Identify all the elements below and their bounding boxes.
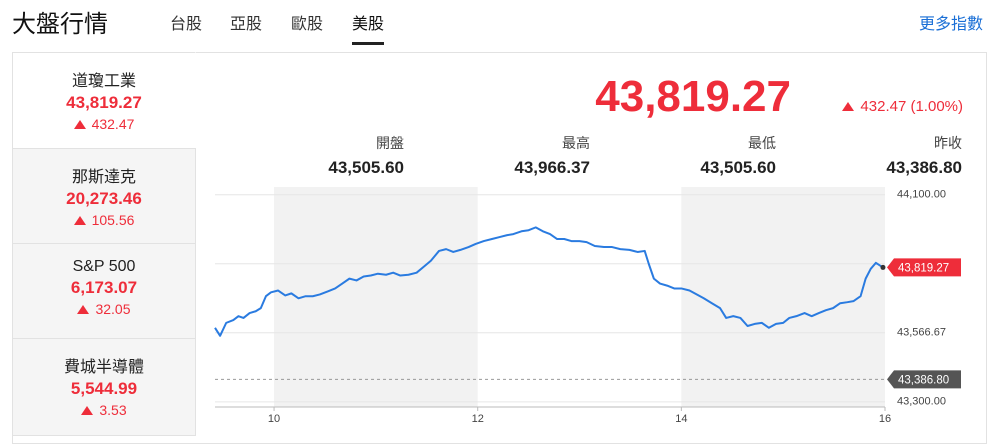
- tab[interactable]: 台股: [170, 16, 203, 33]
- up-icon: [81, 406, 94, 415]
- index-name: S&P 500: [72, 258, 136, 275]
- chart: 44,100.00 43,566.67 43,300.00 10 12 14 16 43,38…: [214, 187, 961, 425]
- current-price: 43,819.27: [595, 72, 791, 121]
- stat: 最低 43,505.60: [606, 133, 776, 178]
- index-value: 43,819.27: [66, 93, 142, 112]
- price-tag: [887, 370, 961, 389]
- price-change-text: 432.47 (1.00%): [860, 98, 963, 115]
- tab[interactable]: 亞股: [230, 16, 263, 33]
- index-item[interactable]: 道瓊工業 43,819.27 432.47: [12, 52, 196, 150]
- tab[interactable]: 美股: [352, 10, 385, 45]
- up-icon: [73, 216, 86, 225]
- last-point: [880, 264, 886, 270]
- index-item[interactable]: S&P 500 6,173.07 32.05: [12, 243, 196, 341]
- stat-label: 最高: [562, 135, 590, 151]
- index-name: 那斯達克: [71, 169, 136, 186]
- session-band: [681, 187, 885, 407]
- y-tick-label: 43,300.00: [897, 396, 946, 408]
- up-icon: [73, 120, 86, 129]
- x-tick-label: 10: [268, 413, 280, 425]
- stat-label: 開盤: [376, 135, 404, 151]
- index-change: 432.47: [91, 116, 135, 132]
- stat: 最高 43,966.37: [420, 133, 590, 178]
- price-tag-label: 43,386.80: [898, 374, 949, 386]
- index-name: 道瓊工業: [71, 73, 136, 90]
- x-tick-label: 14: [675, 413, 687, 425]
- stat-label: 昨收: [934, 135, 962, 151]
- stat: 昨收 43,386.80: [792, 133, 962, 178]
- stat-value: 43,505.60: [700, 158, 776, 177]
- index-change: 105.56: [91, 212, 135, 228]
- stat-value: 43,505.60: [328, 158, 404, 177]
- stat-value: 43,966.37: [514, 158, 590, 177]
- up-icon: [77, 305, 90, 314]
- more-link[interactable]: 更多指數: [918, 16, 983, 33]
- x-tick-label: 12: [472, 413, 484, 425]
- index-item[interactable]: 費城半導體 5,544.99 3.53: [12, 338, 196, 436]
- y-tick-label: 44,100.00: [897, 189, 946, 201]
- page: 大盤行情 台股 亞股 歐股 美股 更多指數 道瓊工業 43,819.27 432…: [12, 10, 987, 444]
- index-value: 5,544.99: [70, 379, 138, 398]
- price-tag: [887, 258, 961, 277]
- price-line: [214, 226, 884, 337]
- up-icon: [842, 102, 855, 111]
- tab[interactable]: 歐股: [291, 16, 324, 33]
- stat-value: 43,386.80: [886, 158, 962, 177]
- page-title: 大盤行情: [12, 11, 108, 38]
- y-tick-label: 43,566.67: [897, 327, 946, 339]
- index-value: 20,273.46: [66, 189, 142, 208]
- price-change: 432.47 (1.00%): [842, 98, 963, 115]
- index-change: 32.05: [95, 301, 131, 317]
- stat: 開盤 43,505.60: [234, 133, 404, 178]
- index-item[interactable]: 那斯達克 20,273.46 105.56: [12, 148, 196, 246]
- stat-label: 最低: [748, 135, 776, 151]
- price-tag-label: 43,819.27: [898, 262, 949, 274]
- x-tick-label: 16: [879, 413, 891, 425]
- index-value: 6,173.07: [70, 278, 138, 297]
- index-name: 費城半導體: [63, 359, 144, 376]
- index-change: 3.53: [99, 402, 127, 418]
